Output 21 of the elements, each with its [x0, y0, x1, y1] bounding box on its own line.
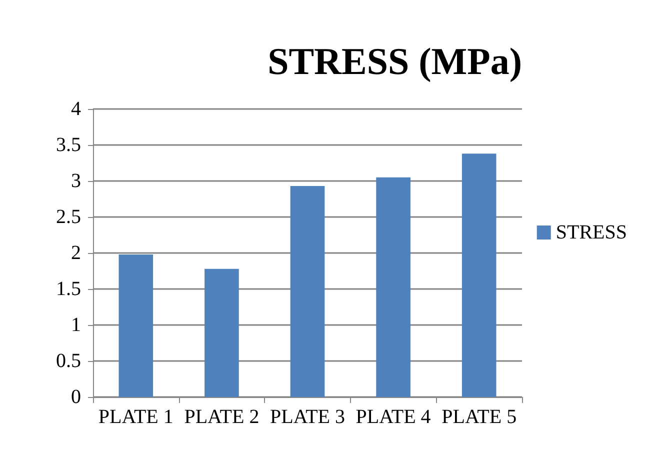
- y-tick-label: 2.5: [56, 206, 81, 228]
- bar: [204, 268, 239, 397]
- bar: [290, 186, 325, 397]
- x-tick-label: PLATE 1: [98, 406, 174, 428]
- y-tick-label: 3.5: [56, 134, 81, 156]
- y-tick-label: 4: [71, 98, 81, 120]
- bar: [118, 254, 154, 397]
- y-tick-label: 3: [71, 170, 81, 192]
- x-tick-label: PLATE 4: [356, 406, 431, 428]
- y-tick-label: 1.5: [56, 278, 81, 300]
- x-tick-label: PLATE 5: [442, 406, 517, 428]
- y-tick-label: 2: [71, 242, 81, 264]
- bar: [376, 177, 410, 397]
- y-tick-label: 0: [71, 386, 81, 408]
- y-tick-label: 0.5: [56, 350, 81, 372]
- x-tick-label: PLATE 2: [184, 406, 260, 428]
- bar: [462, 154, 496, 397]
- legend-label: STRESS: [556, 222, 628, 244]
- chart-title: STRESS (MPa): [268, 41, 522, 83]
- x-tick-label: PLATE 3: [270, 406, 345, 428]
- y-tick-label: 1: [71, 314, 81, 336]
